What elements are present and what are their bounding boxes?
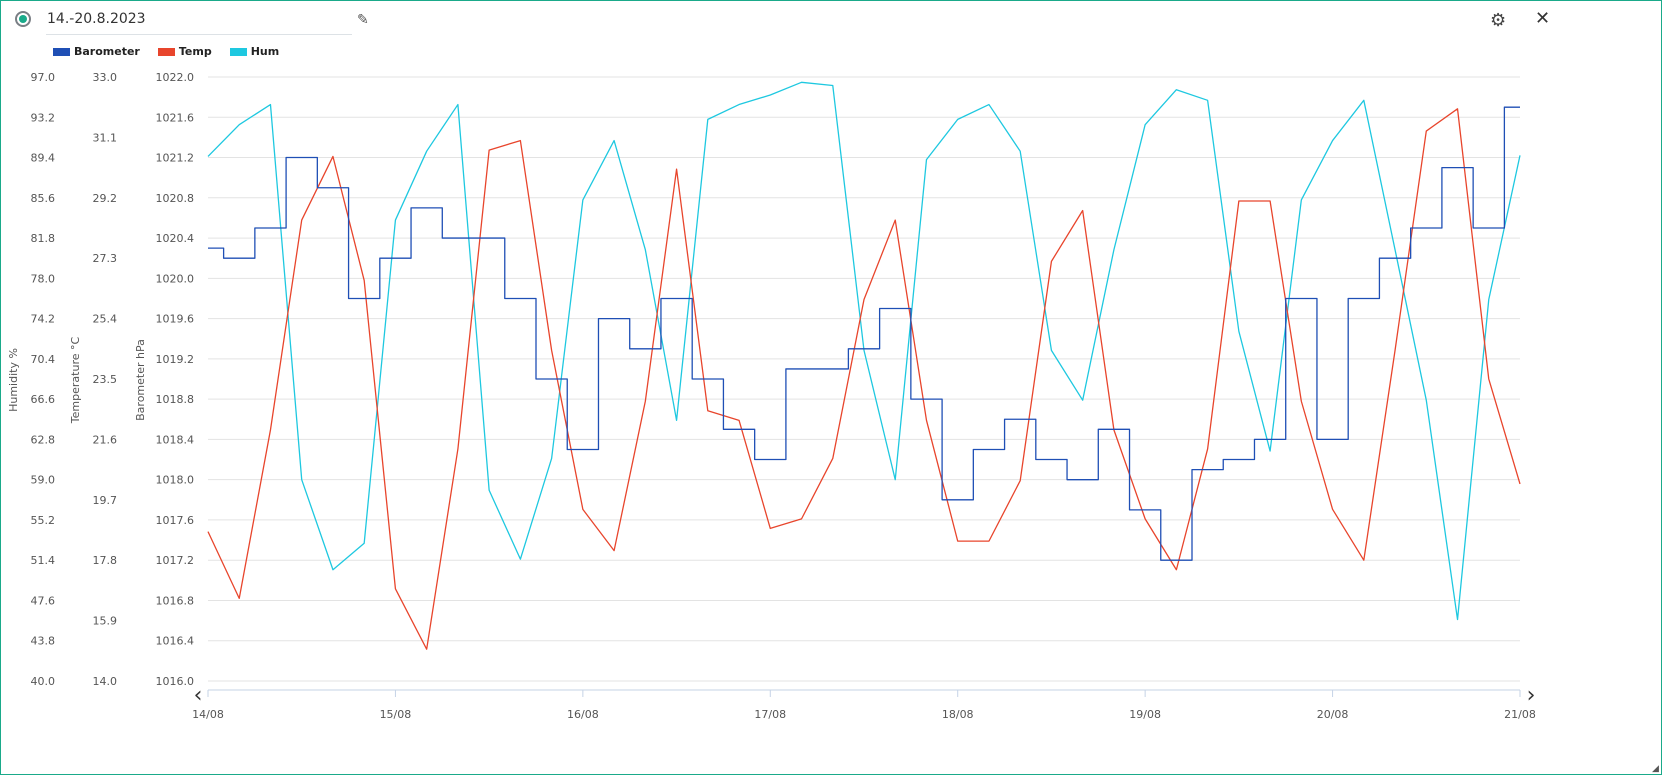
x-tick-label: 14/08	[192, 708, 224, 721]
legend-swatch	[229, 47, 247, 56]
temp-tick-label: 31.1	[93, 131, 118, 144]
hum-tick-label: 78.0	[31, 272, 56, 285]
temp-tick-label: 33.0	[93, 71, 118, 84]
legend-label: Temp	[178, 45, 212, 58]
baro-tick-label: 1020.4	[156, 232, 195, 245]
temp-tick-label: 27.3	[93, 252, 118, 265]
baro-tick-label: 1021.2	[156, 152, 195, 165]
x-tick-label: 21/08	[1504, 708, 1536, 721]
baro-tick-label: 1020.0	[156, 272, 195, 285]
baro-tick-label: 1021.6	[156, 111, 195, 124]
title-underline	[46, 34, 352, 35]
temp-tick-label: 19.7	[93, 494, 118, 507]
baro-tick-label: 1016.8	[156, 594, 195, 607]
baro-axis-title: Barometer hPa	[134, 339, 147, 421]
hum-tick-label: 47.6	[31, 594, 56, 607]
legend-item-temp[interactable]: Temp	[157, 45, 212, 58]
legend-label: Hum	[250, 45, 280, 58]
hum-tick-label: 74.2	[31, 313, 56, 326]
baro-tick-label: 1017.2	[156, 554, 195, 567]
hum-tick-label: 62.8	[31, 433, 56, 446]
baro-tick-label: 1016.4	[156, 635, 195, 648]
hum-tick-label: 43.8	[31, 635, 56, 648]
series-line-hum	[207, 81, 1521, 621]
baro-tick-label: 1018.0	[156, 474, 195, 487]
legend-item-hum[interactable]: Hum	[229, 45, 280, 58]
baro-tick-label: 1020.8	[156, 192, 195, 205]
temp-tick-label: 29.2	[93, 192, 118, 205]
x-tick-label: 20/08	[1317, 708, 1349, 721]
baro-tick-label: 1018.4	[156, 433, 195, 446]
baro-tick-label: 1018.8	[156, 393, 195, 406]
hum-tick-label: 66.6	[31, 393, 56, 406]
scroll-right-button[interactable]: ›	[1527, 683, 1536, 708]
hum-tick-label: 55.2	[31, 514, 56, 527]
baro-tick-label: 1022.0	[156, 71, 195, 84]
chart-title[interactable]: 14.-20.8.2023	[47, 11, 146, 27]
x-tick-label: 18/08	[942, 708, 974, 721]
temp-tick-label: 21.6	[93, 433, 118, 446]
hum-tick-label: 81.8	[31, 232, 56, 245]
scroll-left-button[interactable]: ‹	[194, 683, 203, 708]
hum-axis-title: Humidity %	[7, 348, 20, 412]
hum-tick-label: 93.2	[31, 111, 56, 124]
temp-tick-label: 25.4	[93, 313, 118, 326]
temp-tick-label: 15.9	[93, 615, 118, 628]
temp-tick-label: 17.8	[93, 554, 118, 567]
baro-tick-label: 1017.6	[156, 514, 195, 527]
legend-swatch	[53, 47, 70, 56]
legend-swatch	[157, 47, 175, 56]
x-tick-label: 16/08	[567, 708, 599, 721]
legend: Barometer Temp Hum	[53, 45, 279, 58]
hum-tick-label: 51.4	[31, 554, 56, 567]
legend-item-barometer[interactable]: Barometer	[53, 45, 140, 58]
baro-tick-label: 1016.0	[156, 675, 195, 688]
hum-tick-label: 40.0	[31, 675, 56, 688]
temp-axis-title: Temperature °C	[69, 337, 82, 425]
hum-tick-label: 85.6	[31, 192, 56, 205]
hum-tick-label: 59.0	[31, 474, 56, 487]
hum-tick-label: 97.0	[31, 71, 56, 84]
resize-handle-icon[interactable]: ◢	[1652, 764, 1659, 774]
x-tick-label: 15/08	[380, 708, 412, 721]
close-icon[interactable]: ✕	[1535, 8, 1551, 29]
x-tick-label: 19/08	[1129, 708, 1161, 721]
baro-tick-label: 1019.2	[156, 353, 195, 366]
hum-tick-label: 89.4	[31, 152, 56, 165]
legend-label: Barometer	[74, 45, 140, 58]
gear-icon[interactable]: ⚙	[1490, 10, 1507, 31]
series-line-barometer	[208, 106, 1520, 561]
pencil-icon[interactable]: ✎	[357, 12, 369, 28]
hum-tick-label: 70.4	[31, 353, 56, 366]
baro-tick-label: 1019.6	[156, 313, 195, 326]
temp-tick-label: 14.0	[93, 675, 118, 688]
x-tick-label: 17/08	[754, 708, 786, 721]
series-line-temp	[207, 108, 1521, 650]
status-indicator-icon[interactable]	[15, 11, 31, 27]
temp-tick-label: 23.5	[93, 373, 118, 386]
